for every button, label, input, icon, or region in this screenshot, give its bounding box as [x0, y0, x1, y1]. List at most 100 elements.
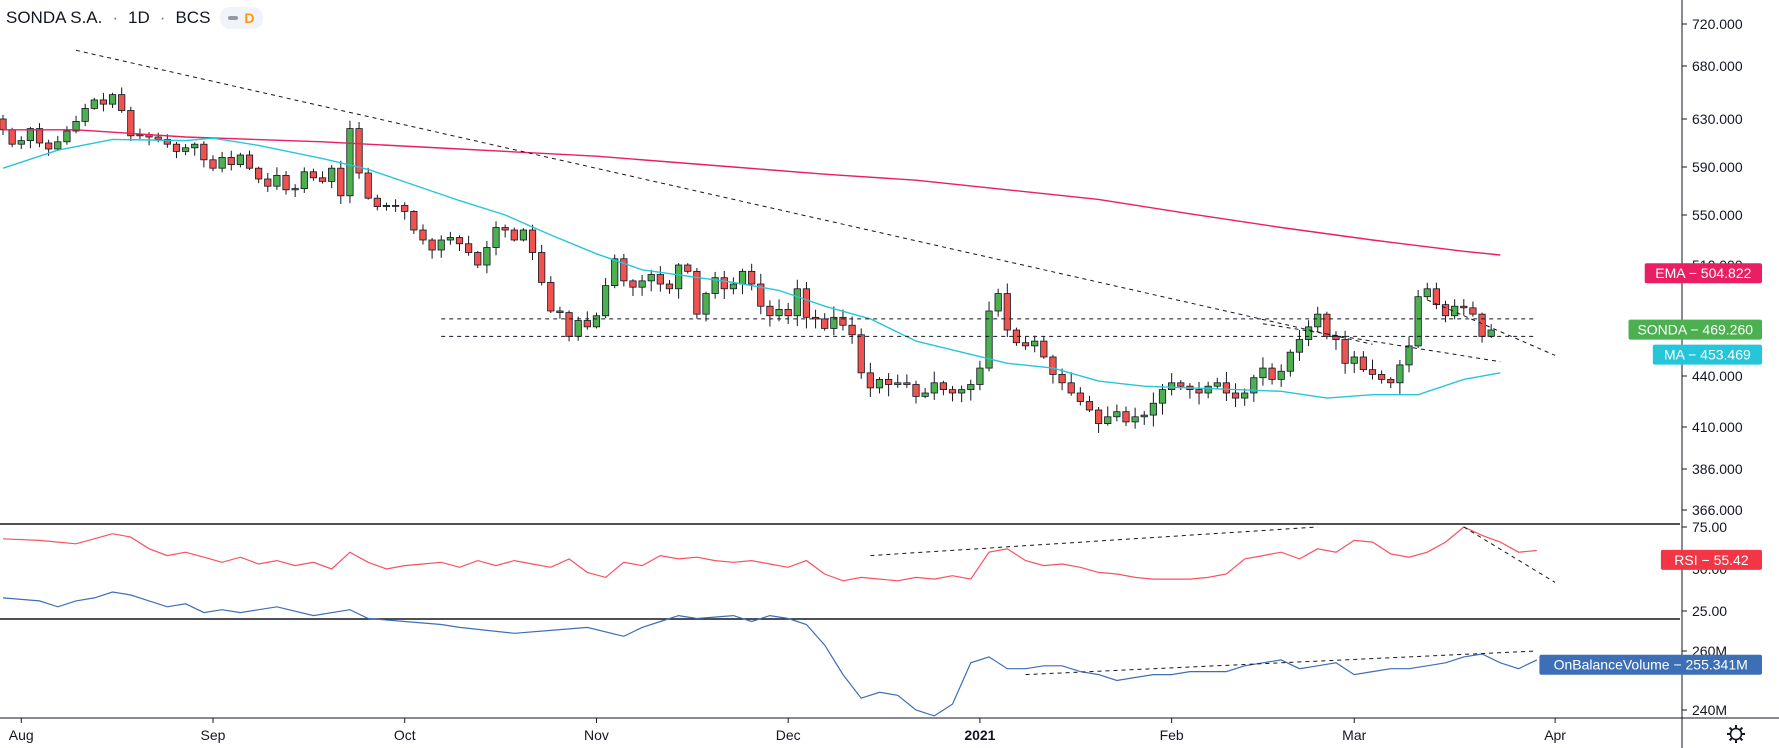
- candle[interactable]: [63, 130, 71, 143]
- candle[interactable]: [200, 143, 208, 161]
- candle[interactable]: [163, 138, 171, 145]
- candle[interactable]: [99, 99, 108, 105]
- candle[interactable]: [958, 389, 966, 394]
- candle[interactable]: [839, 316, 847, 326]
- candle[interactable]: [930, 382, 938, 394]
- candle[interactable]: [273, 174, 281, 187]
- candle[interactable]: [492, 227, 500, 248]
- candle[interactable]: [729, 283, 738, 290]
- candle[interactable]: [1131, 416, 1139, 423]
- candle[interactable]: [1277, 370, 1285, 380]
- ema-value-tag[interactable]: [1644, 263, 1762, 284]
- candle[interactable]: [90, 99, 98, 109]
- candle[interactable]: [538, 252, 546, 283]
- candle[interactable]: [1387, 378, 1395, 384]
- candle[interactable]: [428, 239, 436, 251]
- candle[interactable]: [766, 305, 774, 317]
- candle[interactable]: [1003, 293, 1011, 331]
- candle[interactable]: [1168, 382, 1176, 390]
- candle[interactable]: [245, 154, 254, 169]
- candle[interactable]: [1396, 364, 1404, 384]
- candle[interactable]: [519, 229, 528, 241]
- candle[interactable]: [1177, 382, 1185, 387]
- candle[interactable]: [1332, 335, 1340, 340]
- candle[interactable]: [300, 171, 308, 190]
- candle[interactable]: [857, 334, 865, 374]
- candle[interactable]: [748, 270, 756, 285]
- candle[interactable]: [811, 316, 820, 320]
- candle[interactable]: [830, 316, 838, 329]
- candle[interactable]: [684, 264, 692, 272]
- candle[interactable]: [702, 293, 710, 315]
- candle[interactable]: [675, 264, 683, 290]
- ma-value-tag[interactable]: [1652, 344, 1762, 365]
- candle[interactable]: [647, 274, 655, 282]
- candle[interactable]: [1213, 382, 1221, 387]
- candle[interactable]: [528, 229, 537, 253]
- candle[interactable]: [0, 118, 7, 131]
- candle[interactable]: [35, 128, 44, 144]
- interval-label[interactable]: 1D: [128, 8, 150, 27]
- candle[interactable]: [17, 140, 25, 145]
- candle[interactable]: [1414, 296, 1422, 347]
- candle[interactable]: [1231, 392, 1240, 399]
- candle[interactable]: [227, 156, 235, 165]
- candle[interactable]: [264, 178, 272, 187]
- candle[interactable]: [1487, 329, 1495, 337]
- candle[interactable]: [72, 121, 80, 132]
- candle[interactable]: [364, 172, 372, 199]
- candle[interactable]: [1104, 416, 1112, 424]
- candle[interactable]: [620, 258, 628, 282]
- candle[interactable]: [346, 128, 354, 197]
- candle[interactable]: [209, 159, 217, 169]
- candle[interactable]: [1405, 345, 1413, 366]
- candle[interactable]: [118, 94, 126, 111]
- candle[interactable]: [154, 136, 162, 140]
- candle[interactable]: [127, 110, 135, 137]
- candle[interactable]: [592, 315, 601, 328]
- candle[interactable]: [1451, 305, 1459, 317]
- candle[interactable]: [1058, 374, 1066, 384]
- candle[interactable]: [328, 167, 336, 182]
- candle[interactable]: [1085, 401, 1094, 411]
- candle[interactable]: [638, 280, 646, 288]
- candle[interactable]: [976, 367, 984, 385]
- candle[interactable]: [720, 277, 728, 290]
- candle[interactable]: [1140, 414, 1148, 418]
- candle[interactable]: [775, 308, 783, 317]
- candle[interactable]: [191, 143, 199, 149]
- gear-icon[interactable]: [1727, 725, 1745, 743]
- candle[interactable]: [665, 283, 674, 290]
- candle[interactable]: [1195, 389, 1203, 394]
- candle[interactable]: [574, 320, 582, 337]
- candle[interactable]: [1076, 392, 1084, 402]
- candle[interactable]: [1323, 313, 1331, 337]
- candle[interactable]: [483, 247, 491, 266]
- candle[interactable]: [821, 318, 829, 329]
- candle[interactable]: [784, 308, 792, 317]
- candle[interactable]: [1113, 411, 1121, 418]
- candle[interactable]: [848, 324, 856, 336]
- candle[interactable]: [1149, 402, 1157, 416]
- candle[interactable]: [1158, 389, 1167, 404]
- candle[interactable]: [355, 128, 363, 174]
- candle[interactable]: [419, 229, 427, 241]
- candle[interactable]: [501, 227, 509, 231]
- candle[interactable]: [1378, 374, 1386, 380]
- candle[interactable]: [373, 197, 381, 207]
- candle[interactable]: [757, 283, 765, 307]
- candle[interactable]: [583, 320, 591, 328]
- obv-value-tag[interactable]: [1539, 654, 1762, 675]
- candle[interactable]: [236, 154, 244, 165]
- candle[interactable]: [875, 378, 884, 389]
- candle[interactable]: [474, 252, 482, 266]
- candle[interactable]: [1423, 288, 1431, 298]
- candle[interactable]: [282, 174, 290, 191]
- candle[interactable]: [1031, 340, 1039, 347]
- candle[interactable]: [565, 312, 573, 337]
- candle[interactable]: [994, 293, 1002, 312]
- candle[interactable]: [465, 243, 473, 253]
- candle[interactable]: [1049, 356, 1057, 375]
- candle[interactable]: [1350, 356, 1358, 364]
